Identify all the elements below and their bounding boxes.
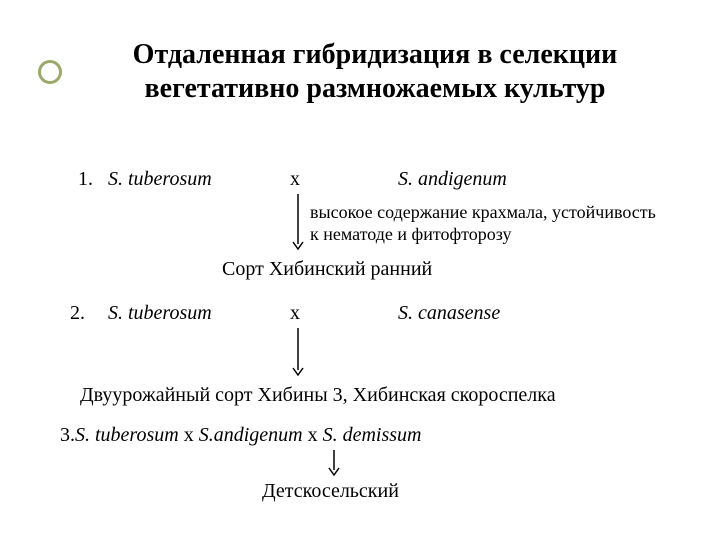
row2-left-species: S. tuberosum: [108, 302, 212, 325]
row3-number: 3.: [60, 424, 75, 446]
row3-x1: х: [179, 424, 199, 446]
slide-title: Отдаленная гибридизация в селекции вегет…: [70, 38, 680, 105]
bullet-dot-icon: [38, 60, 62, 84]
arrow-down-icon: [292, 194, 304, 252]
arrow-down-icon: [292, 328, 304, 378]
title-line-1: Отдаленная гибридизация в селекции: [133, 39, 618, 70]
row1-note-line2: к нематоде и фитофторозу: [310, 224, 512, 245]
slide: Отдаленная гибридизация в селекции вегет…: [0, 0, 720, 540]
row3-species1: S. tuberosum: [75, 424, 179, 446]
row2-result: Двуурожайный сорт Хибины 3, Хибинская ск…: [80, 384, 556, 407]
row1-cross: х: [290, 168, 300, 191]
row2-right-species: S. canasense: [398, 302, 500, 325]
row2-cross: х: [290, 302, 300, 325]
title-line-2: вегетативно размножаемых культур: [145, 73, 606, 104]
row3-species2: S.andigenum: [199, 424, 308, 446]
row1-number: 1.: [78, 168, 93, 191]
row1-right-species: S. andigenum: [398, 168, 507, 191]
row1-result: Сорт Хибинский ранний: [222, 258, 432, 281]
arrow-down-icon: [328, 450, 340, 478]
row1-left-species: S. tuberosum: [108, 168, 212, 191]
row1-note-line1: высокое содержание крахмала, устойчивост…: [310, 202, 656, 223]
row2-number: 2.: [70, 302, 85, 325]
row3-x2: х: [308, 424, 323, 446]
row3-species3: S. demissum: [323, 424, 422, 446]
row3-line: 3.S. tuberosum х S.andigenum х S. demiss…: [60, 424, 421, 447]
row3-result: Детскосельский: [262, 480, 399, 503]
